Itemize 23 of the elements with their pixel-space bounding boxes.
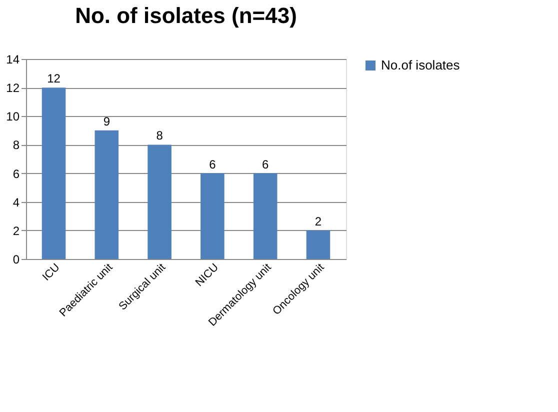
data-label: 6 (262, 157, 269, 172)
data-label: 9 (103, 114, 110, 128)
x-tick-label: ICU (40, 261, 62, 284)
y-tick-label: 14 (6, 52, 20, 66)
bar (94, 130, 119, 259)
bar (148, 144, 172, 259)
y-tick-label: 10 (6, 110, 20, 124)
bar (42, 88, 66, 259)
y-tick-label: 4 (12, 195, 20, 210)
bar (200, 173, 224, 259)
legend-label: No.of isolates (381, 58, 460, 72)
data-label: 2 (314, 214, 322, 228)
data-label: 8 (156, 128, 164, 143)
y-tick-label: 2 (12, 224, 20, 238)
y-tick-label: 0 (12, 252, 20, 266)
y-tick-label: 12 (6, 81, 20, 96)
y-tick-label: 8 (12, 138, 20, 152)
bar (306, 230, 330, 259)
data-label: 6 (209, 157, 216, 172)
bar (253, 173, 278, 259)
y-tick-label: 6 (12, 166, 20, 181)
data-label: 12 (47, 72, 61, 86)
chart-title: No. of isolates (n=43) (75, 3, 297, 28)
